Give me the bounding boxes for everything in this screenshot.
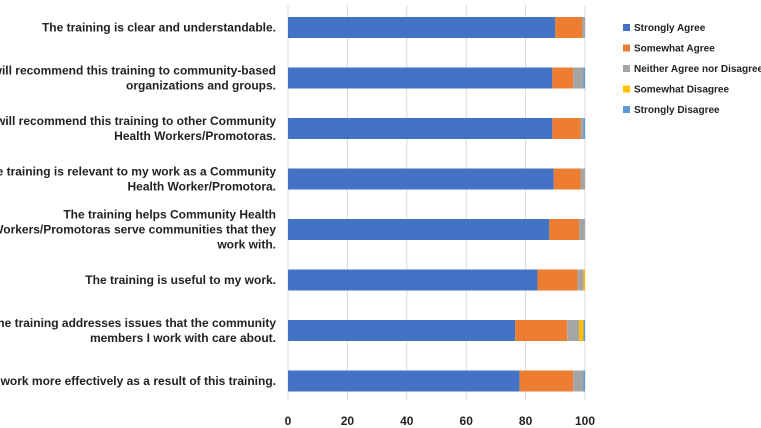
category-label-3: The training is relevant to my work as a… (0, 165, 276, 194)
bar-0-somewhat-agree (555, 17, 583, 38)
x-tick-label-1: 20 (341, 414, 355, 428)
legend-swatch-0 (623, 24, 630, 31)
bar-segments (288, 17, 585, 392)
category-label-line: The training helps Community Health (63, 208, 276, 222)
bar-4-somewhat-agree (549, 219, 580, 240)
legend-swatch-4 (623, 106, 630, 113)
category-label-7: I will work more effectively as a result… (0, 374, 276, 388)
legend-swatch-2 (623, 65, 630, 72)
bar-2-neither-agree-nor-disagree (580, 118, 584, 139)
bar-1-strongly-agree (288, 67, 553, 89)
bar-1-strongly-disagree (583, 67, 585, 89)
legend-label-1: Somewhat Agree (634, 44, 715, 55)
x-tick-label-0: 0 (285, 414, 292, 428)
bar-0-strongly-agree (288, 17, 556, 38)
category-label-line: Health Workers/Promotoras. (114, 129, 276, 143)
bar-3-strongly-agree (288, 168, 554, 190)
legend-swatch-1 (623, 44, 630, 52)
category-label-line: members I work with care about. (90, 331, 276, 345)
bar-1-neither-agree-nor-disagree (573, 67, 584, 89)
category-label-line: Health Worker/Promotora. (128, 180, 276, 194)
legend-label-0: Strongly Agree (634, 23, 706, 34)
bar-7-strongly-agree (288, 370, 520, 392)
category-label-4: The training helps Community Health Worke… (0, 208, 276, 252)
bar-6-strongly-agree (288, 320, 516, 341)
category-label-6: The training addresses issues that the c… (0, 316, 276, 345)
category-label-line: organizations and groups. (126, 79, 276, 93)
x-tick-label-4: 80 (519, 414, 533, 428)
bar-5-somewhat-disagree (583, 269, 585, 291)
bar-7-strongly-disagree (583, 370, 585, 392)
bar-3-somewhat-agree (553, 168, 581, 190)
category-label-line: Workers/Promotoras serve communities tha… (0, 223, 276, 237)
x-tick-label-3: 60 (460, 414, 474, 428)
bar-6-somewhat-disagree (579, 320, 584, 341)
legend-label-2: Neither Agree nor Disagree (634, 64, 761, 75)
legend-label-4: Strongly Disagree (634, 105, 720, 116)
x-axis-ticks: 0 20 40 60 80 100 (285, 414, 596, 428)
bar-0-neither-agree-nor-disagree (582, 17, 585, 38)
bar-4-neither-agree-nor-disagree (579, 219, 585, 240)
category-label-line: I will work more effectively as a result… (0, 374, 276, 388)
bar-3-neither-agree-nor-disagree (580, 168, 585, 190)
category-label-0: The training is clear and understandable… (42, 21, 276, 35)
bar-2-somewhat-agree (552, 118, 581, 139)
category-label-5: The training is useful to my work. (85, 273, 276, 287)
bar-5-strongly-agree (288, 269, 538, 291)
legend-swatch-3 (623, 85, 630, 93)
category-label-line: work with. (216, 238, 276, 252)
legend-label-3: Somewhat Disagree (634, 85, 729, 96)
category-label-2: I will recommend this training to other … (0, 114, 276, 143)
bar-6-somewhat-agree (515, 320, 568, 341)
category-label-line: I will recommend this training to commun… (0, 64, 276, 78)
bar-6-strongly-disagree (583, 320, 585, 341)
x-tick-label-2: 40 (400, 414, 414, 428)
bar-5-somewhat-agree (537, 269, 578, 291)
bar-4-strongly-agree (288, 219, 550, 240)
x-tick-label-5: 100 (575, 414, 595, 428)
bar-7-neither-agree-nor-disagree (573, 370, 584, 392)
category-label-line: The training is relevant to my work as a… (0, 165, 276, 179)
category-label-line: I will recommend this training to other … (0, 114, 276, 128)
bar-2-strongly-agree (288, 118, 553, 139)
bar-6-neither-agree-nor-disagree (567, 320, 580, 341)
category-labels: The training is clear and understandable… (0, 21, 276, 389)
category-label-line: The training is clear and understandable… (42, 21, 276, 35)
bar-5-neither-agree-nor-disagree (577, 269, 584, 291)
category-label-1: I will recommend this training to commun… (0, 64, 276, 93)
bar-7-somewhat-agree (519, 370, 574, 392)
category-label-line: The training addresses issues that the c… (0, 316, 276, 330)
bar-1-somewhat-agree (552, 67, 574, 89)
legend: Strongly Agree Somewhat Agree Neither Agre… (623, 23, 761, 116)
category-label-line: The training is useful to my work. (85, 273, 276, 287)
bar-2-strongly-disagree (583, 118, 585, 139)
